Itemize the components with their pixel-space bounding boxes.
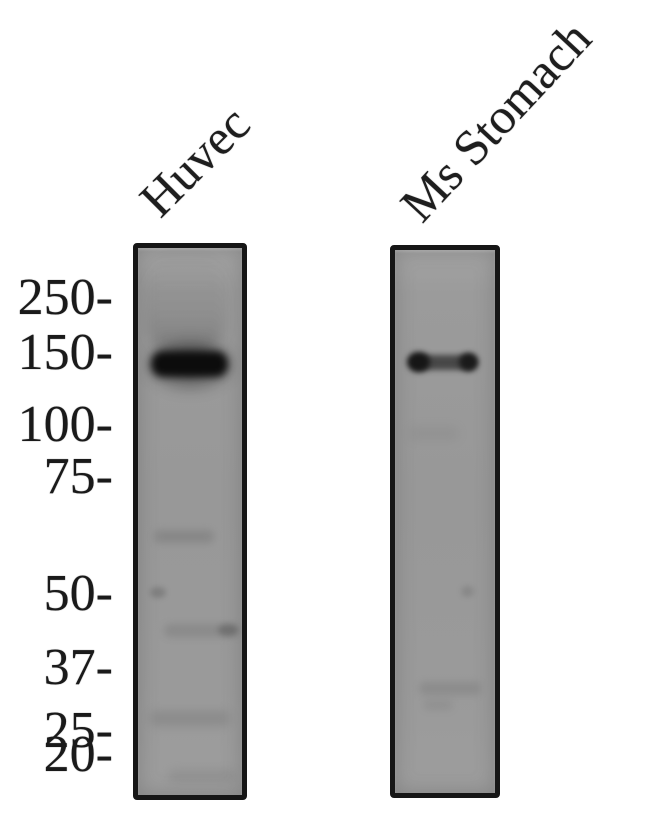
huvec-faint-band-25kda bbox=[150, 711, 230, 726]
mw-label-37: 37- bbox=[43, 639, 113, 696]
mw-label-100: 100- bbox=[17, 396, 113, 453]
mw-marker-scale: 250- 150- 100- 75- 50- 37- 25- 20- bbox=[0, 0, 113, 820]
lane-ms-stomach bbox=[390, 245, 500, 798]
mw-label-20: 20- bbox=[43, 726, 113, 783]
huvec-faint-band-43kda bbox=[164, 624, 240, 637]
huvec-faint-band-43kda-spot bbox=[218, 624, 238, 636]
mw-label-75: 75- bbox=[43, 448, 113, 505]
mw-label-25: 25- bbox=[43, 702, 113, 759]
ms-stomach-faint-smudge-28kda bbox=[423, 700, 453, 710]
mw-label-50: 50- bbox=[43, 565, 113, 622]
huvec-main-band bbox=[151, 351, 228, 377]
huvec-faint-band-21kda bbox=[168, 770, 236, 782]
lane-huvec bbox=[133, 243, 247, 800]
lane-label-ms-stomach: Ms Stomach bbox=[389, 9, 602, 233]
ms-stomach-upper-smudge bbox=[409, 426, 459, 441]
ms-stomach-main-band-right-spot bbox=[459, 353, 478, 371]
ms-stomach-faint-band-30kda bbox=[419, 682, 481, 695]
ms-stomach-faint-spot-50kda bbox=[461, 586, 474, 597]
lane-label-huvec: Huvec bbox=[128, 95, 261, 228]
ms-stomach-main-band-left-spot bbox=[407, 352, 430, 372]
huvec-faint-band-60kda bbox=[154, 530, 214, 543]
mw-label-150: 150- bbox=[17, 324, 113, 381]
huvec-faint-spot-50kda bbox=[150, 587, 166, 598]
mw-label-250: 250- bbox=[17, 269, 113, 326]
